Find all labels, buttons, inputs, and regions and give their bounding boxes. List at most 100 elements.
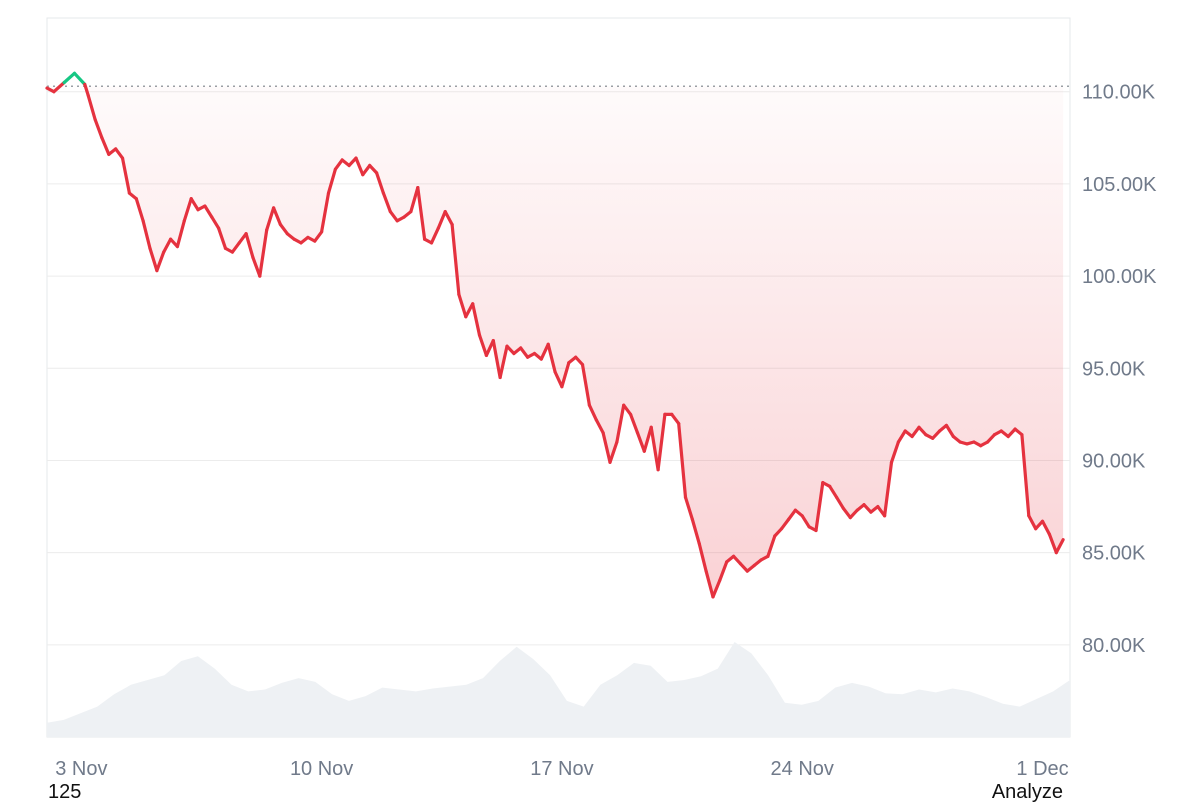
price-line-segment [985, 433, 997, 444]
price-line-segment [354, 156, 365, 177]
price-line-segment [471, 302, 482, 337]
line-layer [45, 71, 1065, 599]
price-line-segment [690, 517, 701, 546]
price-line-segment [272, 206, 282, 227]
price-line-segment [120, 156, 131, 195]
price-line-segment [731, 554, 743, 566]
price-line-segment [560, 361, 571, 389]
x-tick-label: 24 Nov [771, 758, 834, 780]
price-line-segment [642, 425, 653, 453]
price-line-segment [182, 197, 193, 223]
price-line-segment [203, 204, 214, 219]
price-line-segment [677, 422, 688, 499]
price-line-segment [738, 562, 749, 573]
price-line-segment [718, 560, 729, 582]
price-line-segment [148, 246, 159, 273]
y-tick-label: 85.00K [1082, 543, 1146, 565]
y-tick-label: 80.00K [1082, 635, 1146, 657]
price-line-segment [800, 514, 811, 529]
price-line-segment [917, 425, 928, 437]
price-line-segment [622, 403, 633, 416]
price-line-segment [86, 93, 97, 122]
area-layer [47, 86, 1064, 597]
price-line-segment [409, 186, 420, 214]
price-line-segment [580, 363, 592, 407]
analyze-link[interactable]: Analyze [991, 781, 1063, 803]
price-line-segment [278, 222, 289, 236]
price-line-segment [931, 429, 942, 440]
price-line-segment [450, 222, 461, 297]
price-line-segment [594, 418, 605, 435]
volume-layer [47, 642, 1070, 737]
x-tick-label: 3 Nov [55, 758, 107, 780]
price-line-segment [670, 412, 681, 426]
price-line-segment [333, 158, 344, 171]
price-line-segment [62, 71, 77, 85]
price-line-segment [862, 503, 873, 514]
price-line-segment [828, 484, 839, 499]
price-line-segment [779, 517, 791, 531]
price-line-segment [162, 237, 173, 254]
price-line-segment [766, 534, 777, 558]
price-line-segment [896, 429, 907, 444]
price-line-segment [175, 219, 186, 249]
price-line-segment [1047, 532, 1058, 555]
price-line-segment [443, 210, 454, 227]
price-line-segment [52, 80, 66, 94]
y-tick-label: 105.00K [1082, 174, 1157, 196]
price-line-segment [100, 136, 111, 156]
price-line-segment [601, 431, 612, 464]
price-line-segment [519, 346, 530, 359]
price-line-segment [134, 197, 145, 223]
price-line-segment [210, 215, 221, 230]
y-tick-label: 95.00K [1082, 358, 1146, 380]
price-line-segment [608, 440, 619, 464]
price-line-segment [361, 163, 372, 177]
price-line-segment [656, 412, 667, 472]
price-line-segment [388, 210, 399, 223]
price-line-segment [1020, 433, 1031, 518]
price-line-segment [910, 425, 921, 439]
price-line-segment [711, 578, 722, 599]
y-tick-label: 100.00K [1082, 266, 1157, 288]
price-line-segment [1040, 519, 1052, 536]
price-line-segment [230, 241, 241, 254]
price-line-segment [93, 117, 104, 140]
price-line-segment [368, 163, 379, 175]
price-line-segment [114, 147, 125, 160]
price-line-segment [429, 226, 440, 245]
price-line-segment [217, 226, 228, 250]
price-line-segment [574, 355, 585, 367]
price-line-segment [841, 506, 852, 520]
price-line-segment [326, 167, 337, 195]
price-line-segment [498, 344, 509, 380]
below-reference-fill [47, 86, 1064, 597]
price-line-segment [1027, 514, 1038, 531]
price-line-segment [505, 344, 516, 356]
price-line-segment [628, 412, 640, 435]
price-line-segment [83, 82, 90, 98]
x-tick-label: 17 Nov [530, 758, 593, 780]
price-line-segment [1006, 427, 1017, 439]
price-line-segment [189, 197, 200, 212]
price-line-segment [436, 210, 447, 230]
price-line-segment [546, 342, 557, 374]
y-axis-ticks: 80.00K 85.00K 90.00K 95.00K 100.00K 105.00K 11… [1082, 82, 1157, 657]
x-tick-label: 1 Dec [1016, 758, 1068, 780]
price-line-segment [320, 191, 331, 234]
price-line-segment [944, 423, 955, 439]
price-line-segment [72, 71, 87, 87]
price-line-segment [814, 481, 825, 533]
price-line-segment [155, 250, 166, 273]
x-tick-label: 10 Nov [290, 758, 353, 780]
price-line-segment [615, 403, 626, 444]
price-line-segment [265, 206, 276, 232]
volume-area [47, 642, 1070, 737]
price-line-segment [882, 460, 894, 518]
price-line-segment [649, 425, 660, 472]
price-line-segment [381, 191, 392, 214]
price-line-segment [889, 440, 901, 464]
x-axis-ticks: 3 Nov 10 Nov 17 Nov 24 Nov 1 Dec [55, 758, 1068, 780]
price-line-segment [697, 541, 708, 573]
price-line-segment [848, 508, 859, 520]
